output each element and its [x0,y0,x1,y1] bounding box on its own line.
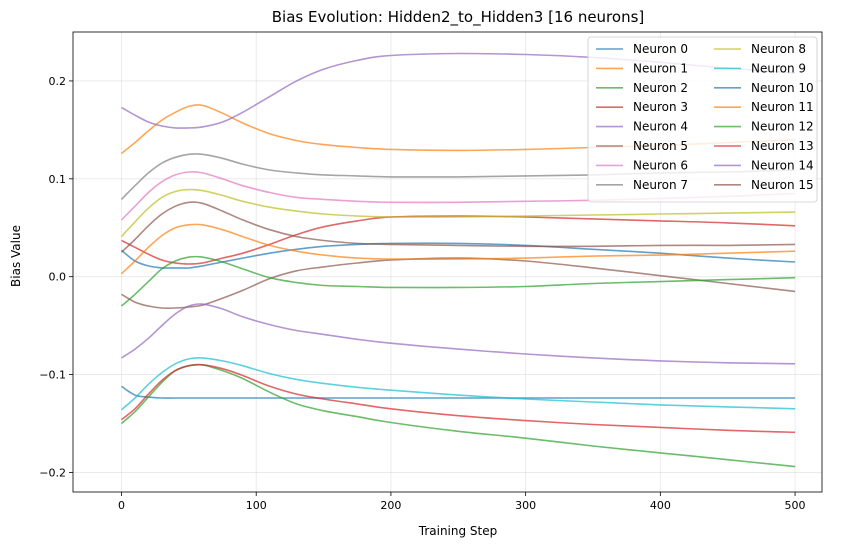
plot-frame [72,31,823,493]
chart-title: Bias Evolution: Hidden2_to_Hidden3 [16 n… [272,8,645,27]
x-tick-label: 0 [118,499,125,512]
y-tick-label: 0.0 [49,271,67,284]
legend-box [587,36,818,203]
series-line-neuron-10 [120,242,796,269]
series-line-neuron-8 [120,188,796,238]
y-axis-label: Bias Value [9,225,23,287]
x-axis-label: Training Step [418,524,498,538]
legend-label: Neuron 9 [751,61,806,75]
legend: Neuron 0 Neuron 1 Neuron 2 Neuron 3 Neuron 4… [587,36,818,203]
series-line-neuron-14 [121,303,796,365]
legend-label: Neuron 10 [751,81,814,95]
legend-label: Neuron 3 [633,100,688,114]
legend-label: Neuron 12 [751,120,814,134]
series-line-neuron-9 [120,356,796,411]
x-axis-ticks: 0 100 200 300 400 500 [118,492,806,512]
x-tick-label: 500 [785,499,806,512]
x-tick-label: 200 [380,499,401,512]
legend-label: Neuron 5 [633,139,688,153]
series-line-neuron-15 [120,201,796,253]
legend-label: Neuron 7 [633,178,688,192]
legend-label: Neuron 15 [751,178,814,192]
x-tick-label: 300 [515,499,536,512]
y-tick-label: −0.1 [39,369,66,382]
x-tick-label: 400 [650,499,671,512]
legend-label: Neuron 1 [633,61,688,75]
x-tick-label: 100 [246,499,267,512]
legend-label: Neuron 11 [751,100,814,114]
y-tick-label: 0.2 [49,75,67,88]
legend-label: Neuron 4 [633,120,688,134]
legend-label: Neuron 2 [633,81,688,95]
legend-label: Neuron 0 [633,42,688,56]
y-tick-label: −0.2 [39,466,66,479]
series-line-neuron-2 [120,363,796,468]
legend-label: Neuron 8 [751,42,806,56]
y-tick-label: 0.1 [49,173,67,186]
legend-label: Neuron 6 [633,158,688,172]
series-line-neuron-12 [120,255,796,307]
series-line-neuron-13 [120,363,796,434]
y-axis-ticks: −0.2 −0.1 0.0 0.1 0.2 [39,75,73,479]
series-line-neuron-11 [120,223,796,275]
legend-label: Neuron 13 [751,139,814,153]
series-line-neuron-0 [121,385,796,399]
series-line-neuron-5 [121,257,796,309]
legend-label: Neuron 14 [751,158,814,172]
